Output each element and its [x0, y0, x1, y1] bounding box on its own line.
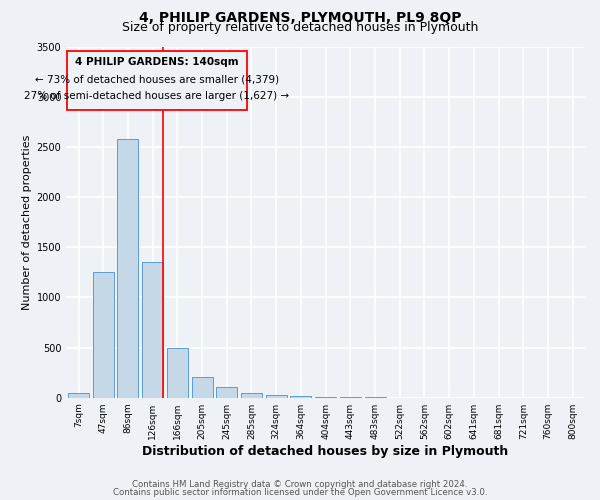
X-axis label: Distribution of detached houses by size in Plymouth: Distribution of detached houses by size …	[142, 444, 509, 458]
Bar	[365, 397, 386, 398]
Bar	[340, 397, 361, 398]
Bar	[118, 139, 139, 398]
Text: 27% of semi-detached houses are larger (1,627) →: 27% of semi-detached houses are larger (…	[25, 91, 290, 101]
Bar	[216, 386, 237, 398]
Y-axis label: Number of detached properties: Number of detached properties	[22, 134, 32, 310]
Text: 4 PHILIP GARDENS: 140sqm: 4 PHILIP GARDENS: 140sqm	[75, 58, 239, 68]
Bar	[167, 348, 188, 398]
Bar	[93, 272, 114, 398]
Text: Contains HM Land Registry data © Crown copyright and database right 2024.: Contains HM Land Registry data © Crown c…	[132, 480, 468, 489]
FancyBboxPatch shape	[67, 50, 247, 110]
Bar	[68, 392, 89, 398]
Bar	[142, 262, 163, 398]
Text: Size of property relative to detached houses in Plymouth: Size of property relative to detached ho…	[122, 22, 478, 35]
Text: Contains public sector information licensed under the Open Government Licence v3: Contains public sector information licen…	[113, 488, 487, 497]
Text: ← 73% of detached houses are smaller (4,379): ← 73% of detached houses are smaller (4,…	[35, 74, 279, 84]
Bar	[315, 397, 336, 398]
Bar	[191, 377, 212, 398]
Bar	[241, 392, 262, 398]
Bar	[290, 396, 311, 398]
Text: 4, PHILIP GARDENS, PLYMOUTH, PL9 8QP: 4, PHILIP GARDENS, PLYMOUTH, PL9 8QP	[139, 11, 461, 25]
Bar	[266, 394, 287, 398]
